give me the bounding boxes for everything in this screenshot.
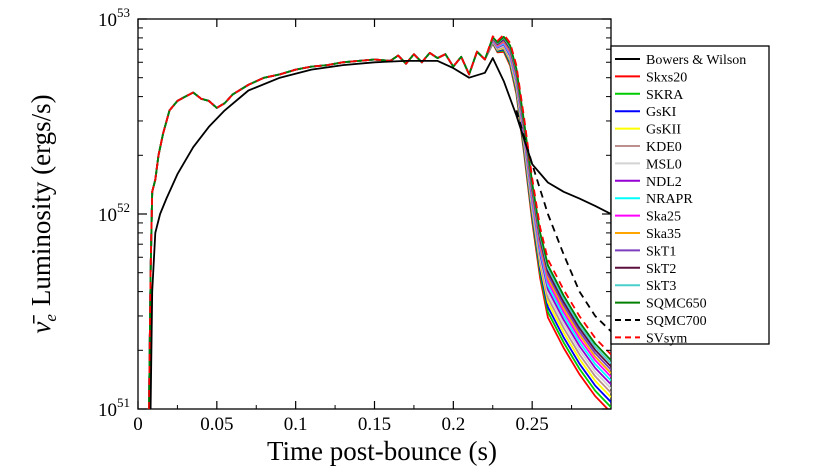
legend-label: SQMC700 — [646, 314, 707, 329]
x-tick-label: 0 — [133, 414, 143, 435]
x-tick-label: 0.15 — [358, 414, 391, 435]
series-line-nrapr — [148, 39, 611, 409]
series-line-skxs20 — [148, 42, 609, 409]
legend-label: Skxs20 — [646, 70, 687, 85]
legend: Bowers & Wilson Skxs20 SKRA GsKI GsKII KDE0 MS… — [610, 45, 770, 346]
legend-label: Ska35 — [646, 227, 681, 242]
x-tick-label: 0.05 — [200, 414, 233, 435]
svg-text:ν̄eLuminosity (ergs/s): ν̄eLuminosity (ergs/s) — [26, 94, 60, 333]
plot-frame — [137, 18, 612, 410]
y-axis-title: ν̄eLuminosity (ergs/s) — [26, 94, 60, 333]
series-line-skt3 — [148, 36, 611, 409]
legend-label: KDE0 — [646, 140, 682, 155]
y-axis-text: Luminosity (ergs/s) — [26, 94, 56, 306]
legend-label: NDL2 — [646, 175, 682, 190]
series-line-sqmc700 — [515, 110, 611, 333]
series-line-msl0 — [148, 40, 611, 409]
series-line-skt1 — [148, 37, 611, 409]
series-line-kde0 — [148, 40, 611, 409]
series-line-skt2 — [148, 37, 611, 409]
x-axis-title: Time post-bounce (s) — [267, 436, 497, 466]
legend-label: SkT1 — [646, 244, 676, 259]
y-axis-subscript: e — [41, 314, 60, 322]
legend-label: GsKI — [646, 105, 677, 120]
series-line-bowers-wilson — [149, 57, 611, 409]
series-line-gskii — [148, 41, 611, 409]
legend-label: SkT2 — [646, 262, 676, 277]
legend-label: SKRA — [646, 88, 684, 103]
series-line-sqmc650 — [148, 35, 611, 409]
legend-label: Bowers & Wilson — [646, 53, 746, 68]
series-line-gski — [148, 41, 611, 409]
legend-box — [610, 45, 770, 345]
legend-label: SQMC650 — [646, 297, 707, 312]
y-tick-label: 1051 — [98, 395, 130, 421]
x-tick-label: 0.1 — [284, 414, 308, 435]
legend-label: NRAPR — [646, 192, 693, 207]
series-line-ska35 — [148, 38, 611, 409]
legend-label: SkT3 — [646, 279, 676, 294]
series-line-skra — [148, 42, 611, 409]
series-line-ndl2 — [148, 39, 611, 409]
series-group — [148, 33, 611, 409]
y-tick-label: 1052 — [98, 200, 130, 226]
legend-label: MSL0 — [646, 157, 682, 172]
x-tick-label: 0.2 — [441, 414, 465, 435]
series-line-svsym — [148, 33, 611, 409]
legend-label: GsKII — [646, 123, 681, 138]
x-tick-label: 0.25 — [516, 414, 549, 435]
series-line-ska25 — [148, 38, 611, 409]
ticks-group: 0 0.05 0.1 0.15 0.2 0.25 1051 1052 1053 — [98, 5, 611, 435]
legend-label: SVsym — [646, 331, 687, 346]
legend-label: Ska25 — [646, 210, 681, 225]
y-tick-label: 1053 — [98, 5, 130, 31]
